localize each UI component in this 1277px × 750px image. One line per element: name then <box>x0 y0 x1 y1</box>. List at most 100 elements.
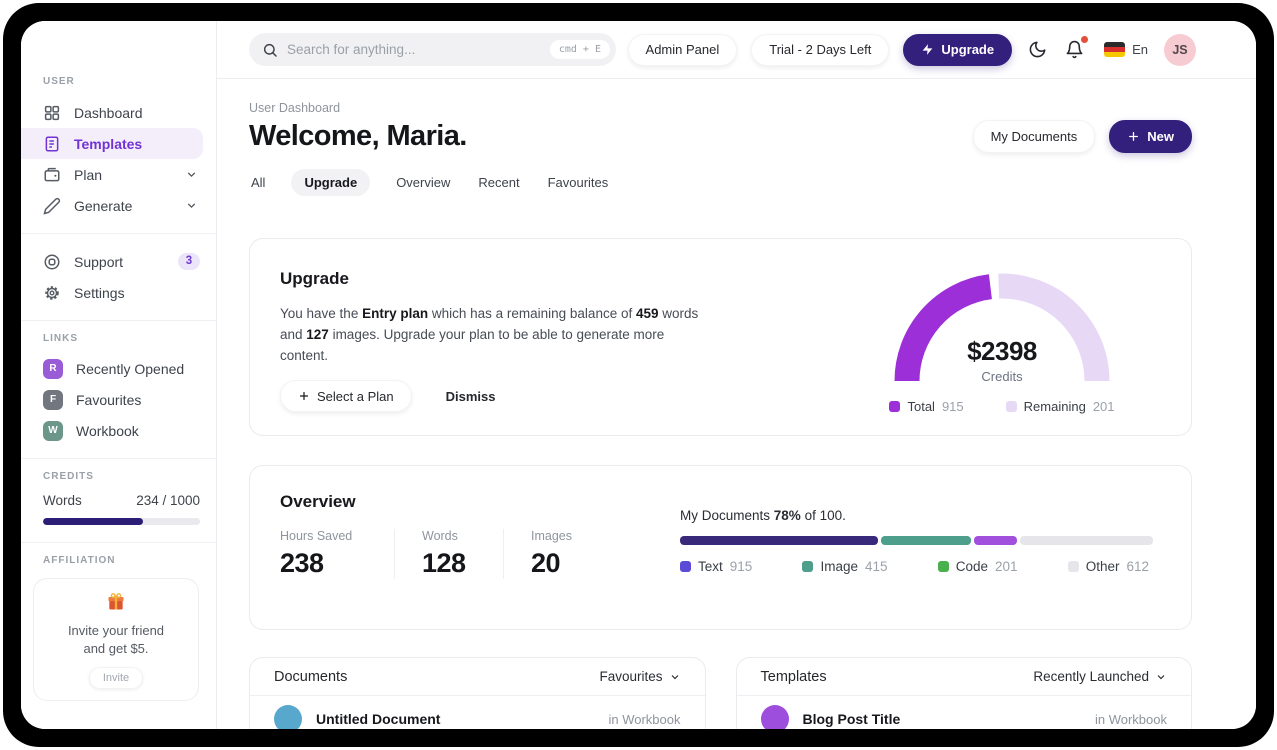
chevron-down-icon <box>187 172 196 178</box>
upgrade-button[interactable]: Upgrade <box>903 33 1013 66</box>
tab-upgrade[interactable]: Upgrade <box>291 169 371 196</box>
upgrade-button-label: Upgrade <box>941 42 995 57</box>
search-bar[interactable]: cmd + E <box>249 33 616 66</box>
templates-filter-dropdown[interactable]: Recently Launched <box>1033 669 1167 684</box>
sidebar-item-label: Plan <box>74 166 103 183</box>
legend-swatch <box>1067 561 1079 572</box>
dark-mode-toggle[interactable] <box>1026 38 1049 61</box>
tab-bar: All Upgrade Overview Recent Favourites <box>249 169 1192 196</box>
legend-item-image: Image 415 <box>802 559 888 574</box>
documents-row-avatar <box>274 705 302 729</box>
admin-panel-button[interactable]: Admin Panel <box>627 33 738 66</box>
template-location: in Workbook <box>1094 711 1167 727</box>
sidebar-link-label: Workbook <box>76 422 139 439</box>
page-title: Welcome, Maria. <box>249 120 467 152</box>
tab-recent[interactable]: Recent <box>478 175 520 190</box>
chevron-down-icon <box>671 674 678 679</box>
documents-progress: My Documents 78% of 100. Text 915 Image 41… <box>680 492 1153 629</box>
gauge-filled-arc <box>894 274 993 382</box>
sidebar-item-dashboard[interactable]: Dashboard <box>21 97 216 128</box>
documents-card: Documents Favourites Untitled Document i… <box>249 657 706 729</box>
sidebar-item-generate[interactable]: Generate <box>21 190 216 221</box>
search-icon <box>263 43 277 57</box>
legend-item-code: Code 201 <box>937 559 1018 574</box>
legend-item-text: Text 915 <box>680 559 752 574</box>
affiliation-text-line1: Invite your friend <box>67 623 165 638</box>
german-flag-icon <box>1104 42 1126 57</box>
notifications-button[interactable] <box>1063 36 1089 61</box>
stat-images: Images 20 <box>531 529 572 578</box>
credits-gauge: $2398 Credits Total 915 Remaining <box>851 269 1153 435</box>
dashboard-icon <box>44 105 60 120</box>
divider <box>21 320 216 321</box>
document-title: Untitled Document <box>316 711 441 727</box>
wallet-icon <box>44 167 60 181</box>
stat-words: Words 128 <box>422 529 504 579</box>
sidebar-item-templates[interactable]: Templates <box>21 128 203 159</box>
affiliation-card: Invite your friend and get $5. Invite <box>33 578 199 701</box>
documents-card-title: Documents <box>274 668 348 685</box>
legend-item-total: Total 915 <box>889 399 964 414</box>
overview-card-title: Overview <box>280 492 356 511</box>
tab-overview[interactable]: Overview <box>396 175 451 190</box>
lightning-icon <box>922 44 933 55</box>
templates-card: Templates Recently Launched Blog Post Ti… <box>735 657 1192 729</box>
link-initial-badge: F <box>43 389 63 410</box>
bar-segment-other <box>1020 536 1153 545</box>
progress-legend: Text 915 Image 415 Code 201 Other 612 <box>680 559 1153 574</box>
invite-button[interactable]: Invite <box>88 666 144 689</box>
select-plan-label: Select a Plan <box>317 388 394 404</box>
legend-swatch <box>937 561 949 572</box>
trial-days-button[interactable]: Trial - 2 Days Left <box>751 33 890 66</box>
legend-swatch <box>1005 401 1017 412</box>
divider <box>21 458 216 459</box>
sidebar-link-workbook[interactable]: W Workbook <box>21 415 216 446</box>
documents-progress-caption: My Documents 78% of 100. <box>680 508 846 523</box>
document-location: in Workbook <box>608 711 681 727</box>
sidebar-link-favourites[interactable]: F Favourites <box>21 384 216 415</box>
templates-row-avatar <box>760 705 789 729</box>
breadcrumb: User Dashboard <box>249 101 341 115</box>
sidebar-item-label: Generate <box>74 197 133 214</box>
sidebar-item-support[interactable]: Support 3 <box>21 246 216 277</box>
dismiss-button[interactable]: Dismiss <box>445 388 496 404</box>
words-credit-fill <box>43 518 144 525</box>
legend-swatch <box>680 561 691 572</box>
words-credit-bar <box>43 518 200 525</box>
search-input[interactable] <box>287 42 550 57</box>
bar-segment-code <box>973 536 1018 545</box>
overview-card: Overview Hours Saved 238 Words 128 Image… <box>249 465 1192 630</box>
bell-icon <box>1066 40 1083 59</box>
gauge-value: $2398 <box>967 336 1037 366</box>
upgrade-card-body: You have the Entry plan which has a rema… <box>280 306 699 364</box>
sidebar-item-label: Support <box>74 253 124 270</box>
documents-filter-dropdown[interactable]: Favourites <box>599 669 680 684</box>
my-documents-button[interactable]: My Documents <box>972 120 1096 153</box>
notification-dot <box>1081 36 1089 43</box>
tab-favourites[interactable]: Favourites <box>547 175 609 190</box>
affiliation-text-line2: and get $5. <box>83 640 149 656</box>
sidebar: USER Dashboard Templates Plan Gene <box>21 21 217 729</box>
app-window: USER Dashboard Templates Plan Gene <box>21 21 1256 729</box>
select-plan-button[interactable]: Select a Plan <box>280 380 412 413</box>
gift-icon <box>108 593 124 610</box>
upgrade-card-title: Upgrade <box>280 269 349 288</box>
divider <box>21 542 216 543</box>
sidebar-item-settings[interactable]: Settings <box>21 277 216 308</box>
language-selector[interactable]: En <box>1104 42 1148 57</box>
main-content: User Dashboard Welcome, Maria. My Docume… <box>217 79 1256 729</box>
chevron-down-icon <box>187 203 196 209</box>
template-list-item[interactable]: Blog Post Title in Workbook <box>737 696 1192 729</box>
new-button[interactable]: New <box>1109 120 1192 153</box>
legend-item-remaining: Remaining 201 <box>1005 399 1115 414</box>
stacked-progress-bar <box>680 536 1153 545</box>
support-icon <box>44 254 60 269</box>
tab-all[interactable]: All <box>251 175 266 190</box>
sidebar-link-recently-opened[interactable]: R Recently Opened <box>21 353 216 384</box>
document-list-item[interactable]: Untitled Document in Workbook <box>250 696 705 729</box>
user-avatar[interactable]: JS <box>1164 33 1196 66</box>
sidebar-link-label: Favourites <box>76 391 142 408</box>
search-shortcut-badge: cmd + E <box>549 40 610 59</box>
sidebar-item-plan[interactable]: Plan <box>21 159 216 190</box>
